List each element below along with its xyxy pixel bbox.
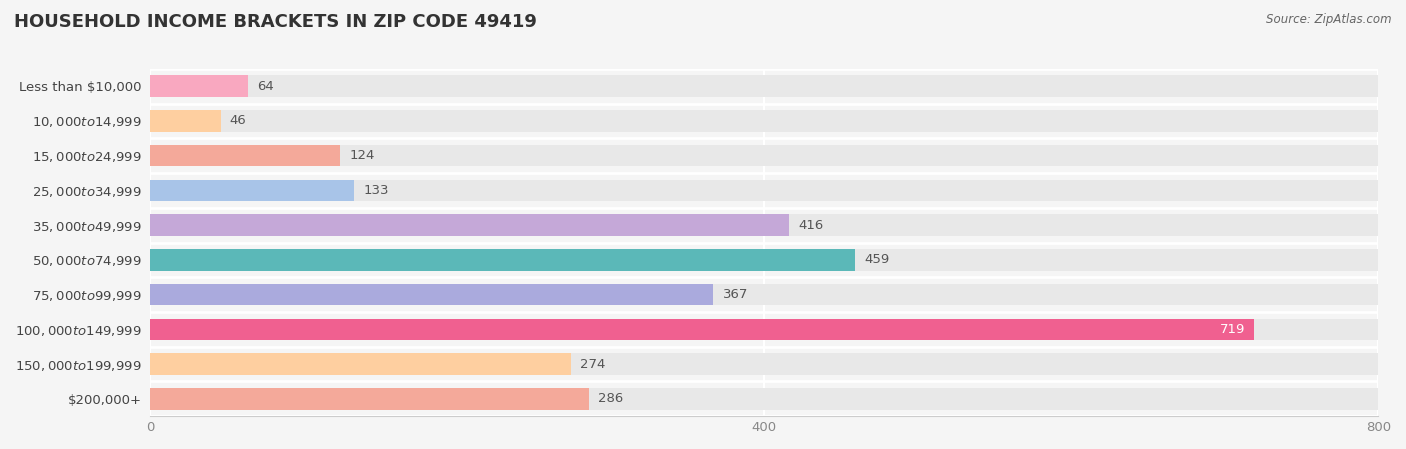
Bar <box>150 180 1378 201</box>
Bar <box>150 249 855 271</box>
Bar <box>150 284 713 305</box>
Bar <box>150 353 571 375</box>
Bar <box>150 75 247 97</box>
Text: 367: 367 <box>723 288 748 301</box>
Text: Source: ZipAtlas.com: Source: ZipAtlas.com <box>1267 13 1392 26</box>
Bar <box>150 145 340 167</box>
Text: HOUSEHOLD INCOME BRACKETS IN ZIP CODE 49419: HOUSEHOLD INCOME BRACKETS IN ZIP CODE 49… <box>14 13 537 31</box>
Bar <box>150 318 1254 340</box>
Bar <box>150 388 589 409</box>
Bar <box>150 214 1378 236</box>
Text: 274: 274 <box>579 357 605 370</box>
Text: 416: 416 <box>799 219 823 232</box>
Bar <box>150 110 221 132</box>
Bar <box>150 388 1378 409</box>
Bar <box>150 75 1378 97</box>
Bar <box>150 318 1378 340</box>
Bar <box>150 110 1378 132</box>
Bar <box>150 180 354 201</box>
Bar <box>150 284 1378 305</box>
Text: 46: 46 <box>229 114 246 128</box>
Text: 64: 64 <box>257 80 274 93</box>
Text: 133: 133 <box>363 184 389 197</box>
Bar <box>150 353 1378 375</box>
Bar <box>150 214 789 236</box>
Text: 719: 719 <box>1219 323 1244 336</box>
Bar <box>150 145 1378 167</box>
Bar <box>150 249 1378 271</box>
Text: 459: 459 <box>863 253 889 266</box>
Text: 286: 286 <box>599 392 623 405</box>
Text: 124: 124 <box>350 149 375 162</box>
